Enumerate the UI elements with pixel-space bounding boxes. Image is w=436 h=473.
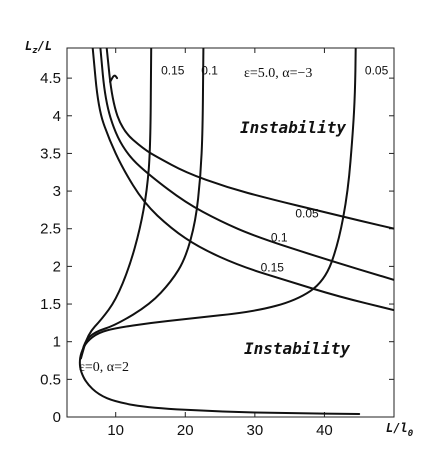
curve-labels: 0.15 0.1 0.05 0.05 0.1 0.15 — [161, 63, 389, 274]
curve-value-label: 0.05 — [365, 63, 389, 77]
y-tick-label: 3 — [53, 183, 61, 200]
curve-value-label: 0.15 — [161, 63, 185, 77]
y-axis-title-rest: /L — [38, 39, 52, 53]
curves — [78, 48, 394, 415]
y-tick-label: 4 — [53, 108, 61, 125]
curve-value-label: 0.05 — [295, 206, 319, 220]
curve-2 — [79, 48, 205, 360]
y-axis-title: Lz/L — [25, 39, 52, 56]
params-lower-annotation: ε=0, α=2 — [79, 360, 129, 375]
x-axis-title-sub: 0 — [408, 429, 414, 439]
y-tick-label: 0 — [53, 409, 61, 426]
curve-value-label: 0.1 — [271, 231, 288, 245]
curve-1 — [78, 48, 361, 415]
y-tick-label: 2 — [53, 258, 61, 275]
curve-5 — [99, 48, 394, 281]
x-tick-label: 10 — [107, 422, 124, 439]
x-tick-label: 20 — [177, 422, 194, 439]
y-tick-label: 2.5 — [40, 221, 61, 238]
x-tick-label: 40 — [316, 422, 333, 439]
curve-value-label: 0.1 — [201, 63, 218, 77]
curve-6 — [91, 48, 394, 312]
instability-upper-annotation: Instability — [240, 118, 346, 137]
curve-value-label: 0.15 — [261, 261, 285, 275]
y-axis-title-sub: z — [32, 46, 38, 56]
y-tick-label: 1.5 — [40, 296, 61, 313]
y-tick-label: 1 — [53, 334, 61, 351]
instability-lower-annotation: Instability — [244, 339, 350, 358]
y-tick-label: 0.5 — [40, 371, 61, 388]
x-axis-title-main: L/l — [386, 421, 408, 435]
curve-4 — [105, 48, 394, 230]
y-axis-title-main: L — [25, 39, 32, 53]
plot-frame — [66, 47, 395, 418]
params-upper-annotation: ε=5.0, α=−3 — [244, 66, 312, 81]
x-tick-label: 30 — [247, 422, 264, 439]
y-tick-label: 3.5 — [40, 145, 61, 162]
curve-3 — [79, 48, 153, 360]
axis-ticks: 10 20 30 40 0 0.5 1 1.5 2 2.5 3 3.5 4 4.5 — [40, 48, 394, 439]
y-tick-label: 4.5 — [40, 70, 61, 87]
x-axis-title: L/l0 — [386, 421, 414, 439]
plot-area-frame — [66, 47, 395, 418]
curve-7 — [109, 74, 119, 83]
